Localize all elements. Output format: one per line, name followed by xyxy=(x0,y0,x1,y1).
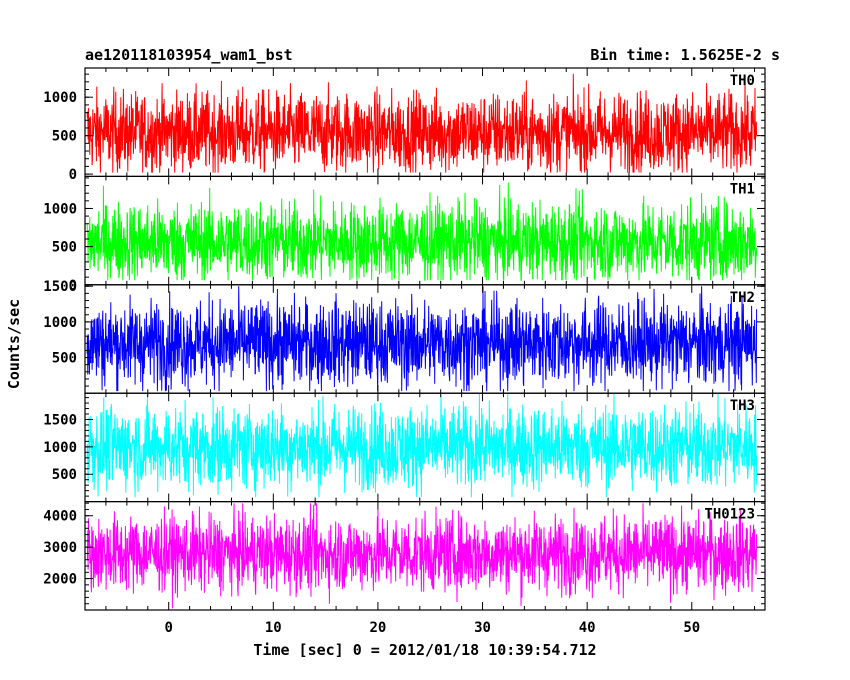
x-tick-label: 20 xyxy=(369,620,386,636)
x-tick-label: 40 xyxy=(579,620,596,636)
series-line-th1 xyxy=(86,182,758,281)
y-tick-label: 1000 xyxy=(43,440,77,456)
title-left: ae120118103954_wam1_bst xyxy=(85,46,293,64)
y-tick-label: 1500 xyxy=(43,279,77,295)
panel-label-th3: TH3 xyxy=(730,398,755,414)
series-line-th0 xyxy=(86,73,758,173)
series-line-th2 xyxy=(86,286,758,392)
x-axis-label: Time [sec] 0 = 2012/01/18 10:39:54.712 xyxy=(253,641,596,659)
panel-th1: 0 500 1000 TH1 xyxy=(43,175,766,294)
series-line-th0123 xyxy=(86,503,758,609)
panel-th3: 500 1000 1500 TH3 xyxy=(43,392,766,503)
panel-frame xyxy=(84,501,766,611)
panel-th2: 500 1000 1500 TH2 xyxy=(43,279,766,394)
y-tick-label: 500 xyxy=(52,467,77,483)
y-tick-label: 3000 xyxy=(43,540,77,556)
y-tick-label: 0 xyxy=(69,167,77,183)
x-tick-label: 30 xyxy=(474,620,491,636)
panel-label-th0123: TH0123 xyxy=(704,507,755,523)
x-tick-label: 10 xyxy=(265,620,282,636)
y-tick-label: 1000 xyxy=(43,90,77,106)
y-tick-label: 4000 xyxy=(43,509,77,525)
y-tick-label: 1000 xyxy=(43,315,77,331)
y-axis-label: Counts/sec xyxy=(5,299,23,389)
y-tick-label: 500 xyxy=(52,240,77,256)
y-tick-label: 500 xyxy=(52,351,77,367)
panel-label-th1: TH1 xyxy=(730,181,755,197)
y-tick-label: 0 xyxy=(69,278,77,294)
panels-group: 05001000TH005001000TH150010001500TH25001… xyxy=(43,67,766,636)
y-tick-label: 2000 xyxy=(43,572,77,588)
y-tick-label: 500 xyxy=(52,129,77,145)
title-right: Bin time: 1.5625E-2 s xyxy=(590,46,780,64)
y-tick-label: 1500 xyxy=(43,412,77,428)
panel-label-th0: TH0 xyxy=(730,73,755,89)
series-line-th3 xyxy=(86,393,758,498)
panel-label-th2: TH2 xyxy=(730,290,755,306)
panel-th0: 0 500 1000 TH0 xyxy=(43,67,766,183)
x-tick-label: 0 xyxy=(164,620,172,636)
panel-th0123: 2000 3000 4000 TH0123 xyxy=(43,501,766,611)
x-tick-label: 50 xyxy=(683,620,700,636)
y-tick-label: 1000 xyxy=(43,201,77,217)
